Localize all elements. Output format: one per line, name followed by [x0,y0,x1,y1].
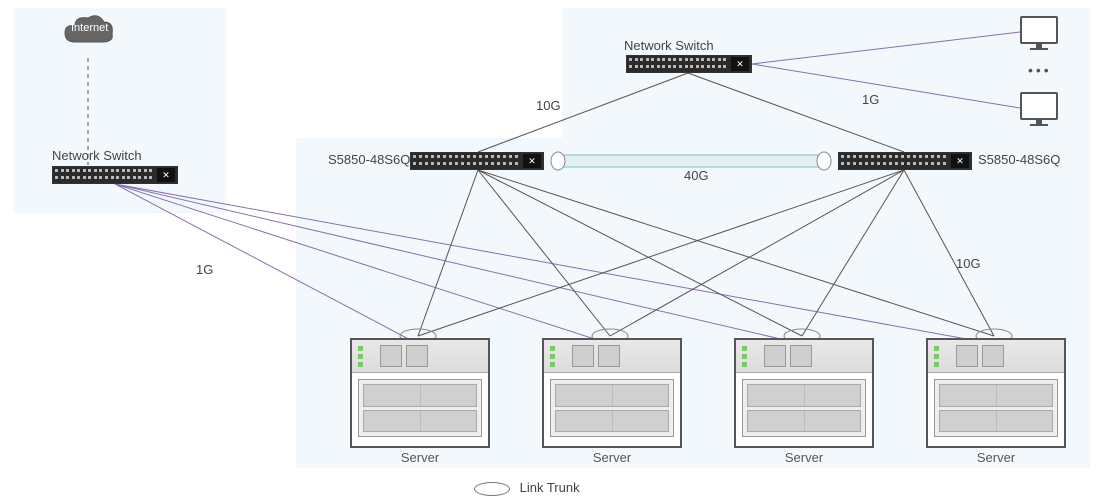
mlag-left-label: S5850-48S6Q [328,152,410,167]
legend-text: Link Trunk [520,480,580,495]
speed-1g-right: 1G [862,92,879,107]
server-3 [734,338,874,448]
left-switch-label: Network Switch [52,148,142,163]
zone-access [562,8,1090,138]
internet-label: Internet [71,22,108,34]
speed-10g-top: 10G [536,98,561,113]
top-network-switch: ✕ [626,55,752,73]
server-4-label: Server [926,450,1066,465]
speed-10g-right: 10G [956,256,981,271]
link-trunk-icon [474,482,510,496]
server-2 [542,338,682,448]
server-2-label: Server [542,450,682,465]
top-switch-label: Network Switch [624,38,714,53]
legend: Link Trunk [474,480,580,496]
client-pc-1 [1020,16,1058,50]
mlag-right-switch: ✕ [838,152,972,170]
server-1-label: Server [350,450,490,465]
mlag-right-label: S5850-48S6Q [978,152,1060,167]
server-1 [350,338,490,448]
ellipsis-icon: ••• [1028,62,1052,78]
speed-40g: 40G [684,168,709,183]
left-network-switch: ✕ [52,166,178,184]
mlag-left-switch: ✕ [410,152,544,170]
client-pc-2 [1020,92,1058,126]
speed-1g-left: 1G [196,262,213,277]
server-4 [926,338,1066,448]
server-3-label: Server [734,450,874,465]
